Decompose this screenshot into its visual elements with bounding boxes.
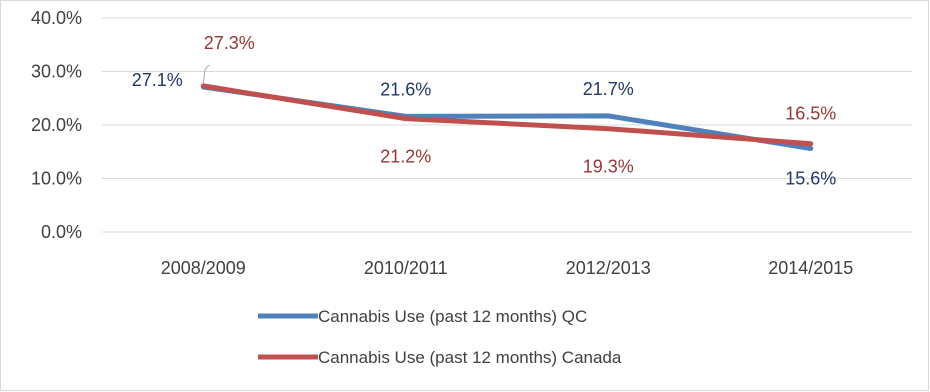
data-point <box>202 85 204 87</box>
y-tick-label: 0.0% <box>41 222 82 242</box>
data-label: 21.6% <box>380 79 431 99</box>
y-tick-label: 10.0% <box>31 169 82 189</box>
data-labels: 27.1% 21.6% 21.7% 15.6% 27.3% 21.2% 19.3% 16.5% <box>132 33 837 189</box>
data-label: 16.5% <box>785 104 836 124</box>
x-tick-label: 2008/2009 <box>161 258 246 278</box>
data-label: 27.3% <box>204 33 255 53</box>
data-label: 21.7% <box>583 79 634 99</box>
data-point <box>405 118 407 120</box>
data-label: 21.2% <box>380 147 431 167</box>
x-tick-label: 2012/2013 <box>566 258 651 278</box>
y-tick-label: 40.0% <box>31 8 82 28</box>
series-line-2 <box>200 83 814 147</box>
leader-line <box>202 64 210 84</box>
data-point <box>607 128 609 130</box>
gridlines <box>102 17 912 233</box>
y-tick-label: 20.0% <box>31 115 82 135</box>
y-axis: 0.0% 10.0% 20.0% 30.0% 40.0% <box>31 8 82 242</box>
legend-label: Cannabis Use (past 12 months) Canada <box>318 348 622 367</box>
data-label: 27.1% <box>132 70 183 90</box>
x-tick-label: 2010/2011 <box>364 258 448 278</box>
legend: Cannabis Use (past 12 months) QC Cannabis… <box>258 307 622 367</box>
data-point <box>810 143 812 145</box>
data-label: 19.3% <box>583 157 634 177</box>
data-point <box>607 115 609 117</box>
x-axis: 2008/2009 2010/2011 2012/2013 2014/2015 <box>161 258 854 278</box>
data-point <box>810 148 812 150</box>
series-lines <box>200 83 814 151</box>
legend-label: Cannabis Use (past 12 months) QC <box>318 307 587 326</box>
y-tick-label: 30.0% <box>31 62 82 82</box>
data-label: 15.6% <box>785 169 836 189</box>
x-tick-label: 2014/2015 <box>768 258 853 278</box>
